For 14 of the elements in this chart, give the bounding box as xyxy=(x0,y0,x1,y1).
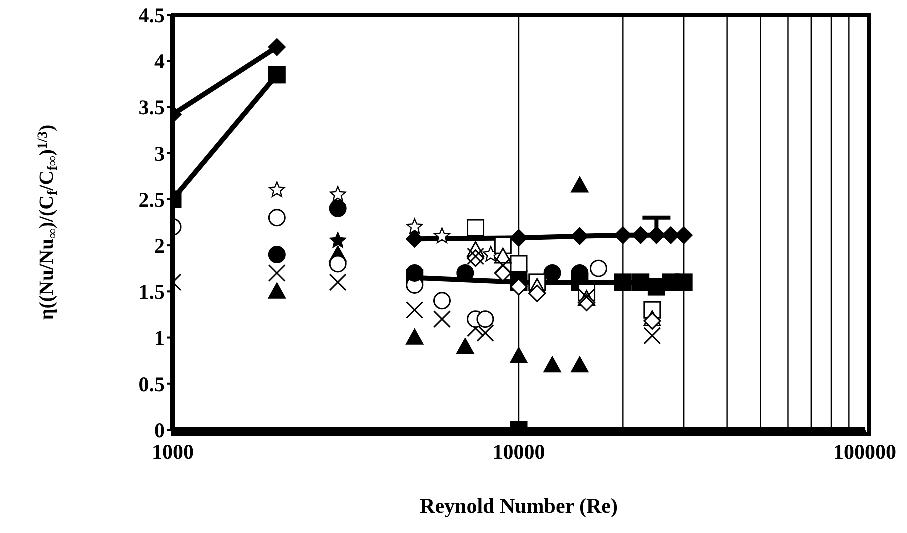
y-tick-label: 2 xyxy=(154,234,165,258)
x-tick-label: 1000 xyxy=(152,440,194,464)
y-tick-label: 1.5 xyxy=(138,280,165,304)
x-tick-label: 100000 xyxy=(834,440,896,464)
y-tick-label: 3 xyxy=(154,142,165,166)
y-tick-label: 4 xyxy=(154,50,166,74)
y-tick-label: 0.5 xyxy=(138,372,165,396)
y-tick-label: 2.5 xyxy=(138,188,165,212)
y-tick-label: 1 xyxy=(154,326,165,350)
y-tick-label: 4.5 xyxy=(138,3,165,28)
x-tick-label: 10000 xyxy=(492,440,546,464)
x-axis-title: Reynold Number (Re) xyxy=(420,494,618,518)
y-tick-label: 3.5 xyxy=(138,96,165,120)
y-tick-label: 0 xyxy=(154,418,165,442)
